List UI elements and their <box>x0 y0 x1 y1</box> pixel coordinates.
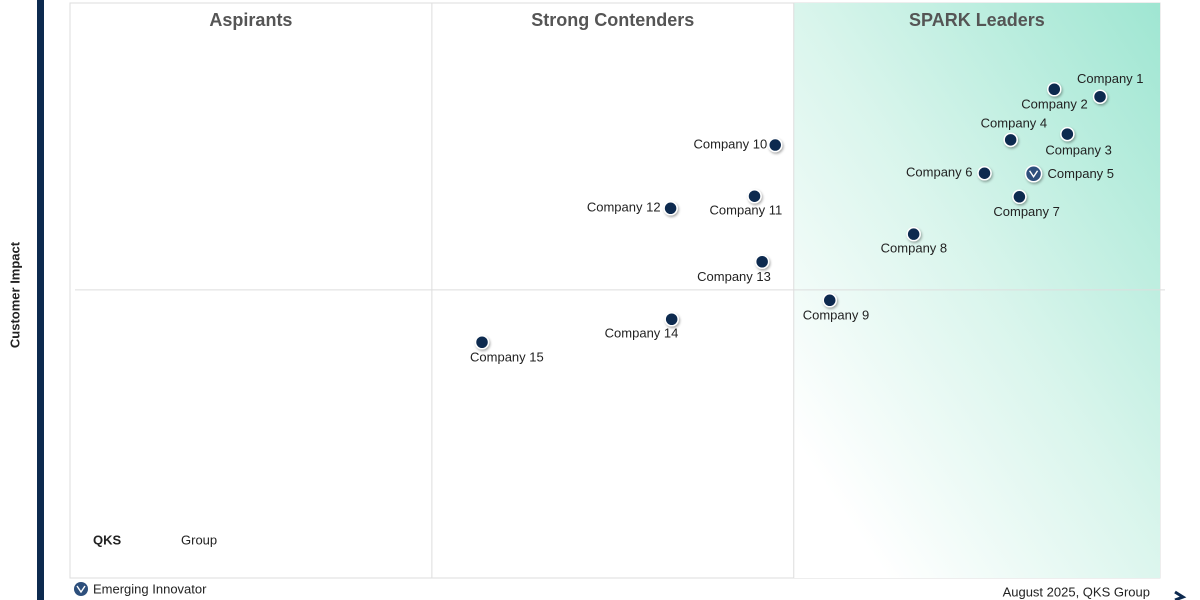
point-group: Company 15 <box>470 335 544 365</box>
legend-icon-glyph <box>76 585 86 594</box>
point-label: Company 1 <box>1077 71 1143 86</box>
data-point <box>754 254 770 269</box>
quadrant-label: Aspirants <box>209 10 292 30</box>
point-label: Company 14 <box>605 326 679 341</box>
data-point <box>474 335 490 350</box>
point-label: Company 5 <box>1048 166 1114 181</box>
side-bar <box>37 0 44 600</box>
point-label: Company 7 <box>993 204 1059 219</box>
point-group: Company 13 <box>697 254 771 284</box>
data-point <box>1047 82 1062 97</box>
point-group: Company 14 <box>605 312 679 341</box>
data-point <box>1060 126 1075 142</box>
point-group: Company 7 <box>993 189 1060 219</box>
point-label: Company 13 <box>697 269 771 284</box>
point-group: Company 4 <box>981 115 1047 148</box>
point-group: Company 3 <box>1045 126 1112 158</box>
point-label: Company 6 <box>906 165 972 180</box>
point-group: Company 1 <box>1077 71 1144 104</box>
quadrant-label: Strong Contenders <box>531 10 694 30</box>
data-point <box>977 165 992 181</box>
data-point <box>1092 89 1108 104</box>
data-point <box>767 137 783 153</box>
legend-icon <box>74 582 88 596</box>
point-group: Company 8 <box>881 226 947 256</box>
point-group: Company 6 <box>906 165 992 181</box>
quadrant-label: SPARK Leaders <box>909 10 1045 30</box>
legend-label: Emerging Innovator <box>93 581 207 596</box>
plot: Aspirants Strong Contenders SPARK Leaders C… <box>69 2 1165 579</box>
leaders-zone <box>793 3 1160 578</box>
data-point <box>1024 165 1043 183</box>
data-point <box>1012 189 1027 205</box>
point-group: Company 2 <box>1021 82 1088 112</box>
point-label: Company 9 <box>803 308 869 323</box>
data-point <box>1003 132 1018 148</box>
point-label: Company 15 <box>470 350 544 365</box>
footnote: August 2025, QKS Group <box>1003 584 1150 599</box>
point-label: Company 3 <box>1045 143 1111 158</box>
point-group: Company 5 <box>1024 165 1114 183</box>
point-group: Company 9 <box>803 293 869 323</box>
emerging-glyph <box>1028 170 1039 179</box>
point-group: Company 10 <box>694 136 783 153</box>
point-group: Company 12 <box>587 200 678 216</box>
point-group: Company 11 <box>710 188 783 218</box>
point-label: Company 8 <box>881 241 947 256</box>
data-point <box>822 293 837 308</box>
point-label: Company 4 <box>981 115 1047 130</box>
point-label: Company 2 <box>1021 97 1087 112</box>
logo-light: Group <box>181 532 217 547</box>
point-label: Company 12 <box>587 200 661 215</box>
data-point <box>664 312 679 327</box>
logo-bold: QKS <box>93 532 122 547</box>
y-axis-label: Customer Impact <box>7 241 22 348</box>
data-point <box>663 201 678 216</box>
point-label: Company 11 <box>710 203 783 218</box>
data-point <box>906 226 921 242</box>
corner-arrow <box>1174 590 1187 600</box>
point-label: Company 10 <box>694 136 768 151</box>
data-point <box>747 188 762 204</box>
